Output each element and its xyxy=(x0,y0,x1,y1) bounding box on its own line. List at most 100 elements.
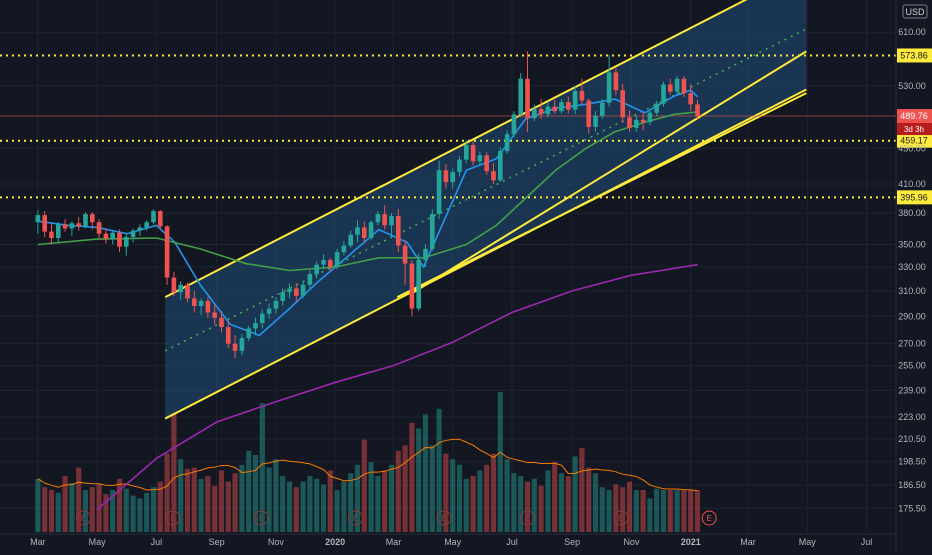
candle-body xyxy=(627,117,632,128)
y-tick-label: 530.00 xyxy=(898,81,926,91)
volume-bar xyxy=(361,439,367,532)
candle-body xyxy=(123,236,129,247)
volume-bar xyxy=(212,485,218,532)
volume-bar xyxy=(300,481,306,532)
volume-bar xyxy=(314,478,320,532)
countdown-badge xyxy=(897,123,932,136)
candle-body xyxy=(89,214,95,223)
x-tick-label: May xyxy=(89,537,107,547)
volume-bar xyxy=(164,453,170,532)
candle-body xyxy=(55,224,61,239)
volume-bar xyxy=(667,490,673,532)
candle-body xyxy=(368,222,374,239)
x-tick-label: Sep xyxy=(209,537,225,547)
candle-body xyxy=(191,298,197,306)
earnings-marker[interactable]: E xyxy=(436,510,452,526)
price-levels[interactable]: 573.86 459.17 395.96 489.76 3d 3h xyxy=(0,48,932,205)
volume-bar xyxy=(116,478,123,532)
x-tick-label: Nov xyxy=(268,537,285,547)
volume-bar xyxy=(552,462,558,532)
x-tick-label: 2021 xyxy=(681,537,701,547)
candle-body xyxy=(110,232,116,240)
channel-upper-line[interactable] xyxy=(164,0,806,299)
volume-bar xyxy=(443,453,449,532)
candle-body xyxy=(151,211,156,223)
earnings-marker[interactable]: E xyxy=(253,510,269,526)
volume-bar xyxy=(531,478,537,532)
sma-long-line xyxy=(96,263,698,511)
y-tick-label: 330.00 xyxy=(898,262,926,272)
volume-bar xyxy=(416,428,422,532)
support-trendline[interactable] xyxy=(396,92,807,299)
volume-bar xyxy=(388,464,395,532)
earnings-marker[interactable]: E xyxy=(520,510,536,526)
volume-average-line xyxy=(37,438,698,492)
volume-bar xyxy=(382,470,388,532)
volume-bar xyxy=(150,487,157,532)
volume-bar xyxy=(456,464,463,532)
candle-body xyxy=(103,233,109,240)
volume-bar xyxy=(660,490,667,532)
candle-body xyxy=(321,260,326,265)
earnings-marker[interactable]: E xyxy=(165,510,181,526)
candle-body xyxy=(144,222,150,228)
candle-body xyxy=(219,317,224,328)
candle-body xyxy=(423,248,428,261)
volume-bar xyxy=(572,456,578,532)
candle-body xyxy=(348,234,354,246)
currency-badge[interactable]: USD xyxy=(902,4,928,19)
volume-bar xyxy=(694,490,701,532)
volume-bar xyxy=(246,450,252,532)
earnings-marker-label: E xyxy=(618,514,623,523)
volume-bar xyxy=(252,455,259,532)
y-tick-label: 290.00 xyxy=(898,311,926,321)
volume-bar xyxy=(110,490,116,532)
volume-bar xyxy=(184,469,191,532)
volume-bar xyxy=(293,487,299,532)
volume-bar xyxy=(640,490,646,532)
candle-body xyxy=(545,106,551,115)
x-tick-label: Jul xyxy=(151,537,163,547)
channel-midline[interactable] xyxy=(164,28,807,352)
last-price-label: 489.76 xyxy=(900,111,928,121)
time-axis[interactable]: Mar May Jul Sep Nov 2020 Mar May Jul Sep Nov 2021 Ma… xyxy=(0,533,896,547)
volume-bar xyxy=(198,478,204,532)
candle-body xyxy=(69,223,75,229)
candle-body xyxy=(205,300,211,313)
volume-bar xyxy=(69,483,75,532)
candle-body xyxy=(157,211,163,227)
candle-body xyxy=(232,343,238,351)
earnings-marker[interactable]: E xyxy=(348,510,364,526)
volume-bar xyxy=(463,478,469,532)
candle-body xyxy=(470,145,476,162)
earnings-marker[interactable]: E xyxy=(701,510,717,526)
candle-body xyxy=(389,216,394,226)
x-tick-label: 2020 xyxy=(325,537,345,547)
volume-bar xyxy=(171,413,177,532)
volume-bar xyxy=(354,464,361,532)
candle-body xyxy=(640,119,646,123)
candle-body xyxy=(42,215,47,232)
candle-body xyxy=(273,300,279,309)
candle-body xyxy=(164,226,170,278)
earnings-marker[interactable]: E xyxy=(613,510,629,526)
support-trendline[interactable] xyxy=(411,50,807,295)
earnings-marker[interactable]: E xyxy=(76,510,92,526)
earnings-marker-circle xyxy=(436,510,452,526)
candle-body xyxy=(117,232,122,247)
regression-channel[interactable] xyxy=(164,0,807,420)
candle-body xyxy=(375,214,381,223)
volume-bar xyxy=(62,476,68,532)
volume-bar xyxy=(232,473,238,532)
y-tick-label: 380.00 xyxy=(898,208,926,218)
candle-body xyxy=(511,114,517,135)
price-axis[interactable]: 610.00 530.00 450.00 410.00 380.00 350.00 330.… xyxy=(895,0,926,550)
candle-body xyxy=(633,119,639,128)
volume-bar xyxy=(55,492,61,532)
volume-bar xyxy=(130,495,136,532)
volume-panel xyxy=(35,392,701,532)
price-level-badge xyxy=(897,133,932,148)
